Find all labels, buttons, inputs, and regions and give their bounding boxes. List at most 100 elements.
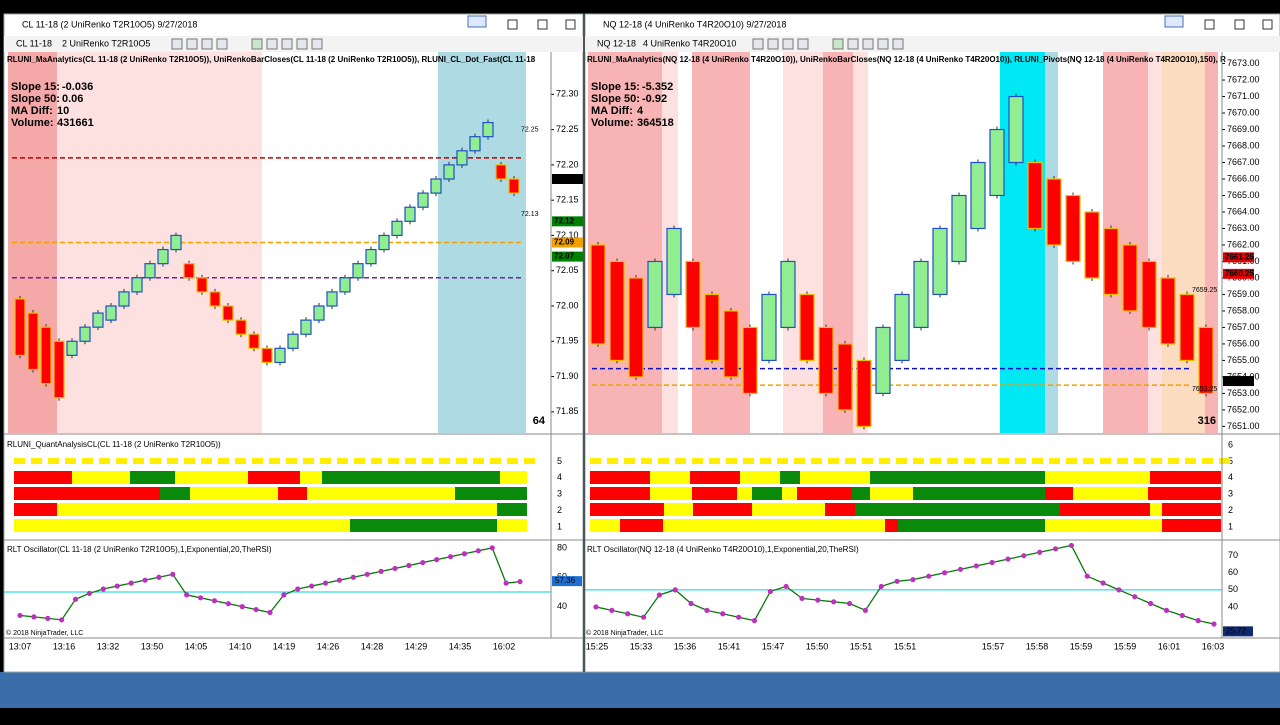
toolbar-icon[interactable] xyxy=(847,38,859,50)
y-tick-label: 72.20 xyxy=(556,159,579,169)
quant-dash xyxy=(167,458,178,464)
candle xyxy=(222,305,234,321)
minimize-button[interactable] xyxy=(507,19,518,30)
osc-point xyxy=(225,601,231,607)
candle xyxy=(287,333,299,349)
stat-label: Slope 15: xyxy=(591,81,640,93)
stat-value: 431661 xyxy=(57,117,94,129)
quant-dash xyxy=(354,458,365,464)
osc-point xyxy=(1084,573,1090,579)
quant-dash xyxy=(31,458,42,464)
toolbar-icon[interactable] xyxy=(832,38,844,50)
quant-dash xyxy=(116,458,127,464)
osc-tick-label: 60 xyxy=(1228,567,1238,577)
quant-dash xyxy=(133,458,144,464)
y-tick-label: 7659.00 xyxy=(1227,289,1260,299)
toolbar-icon[interactable] xyxy=(201,38,213,50)
quant-dash xyxy=(641,458,652,464)
candle xyxy=(183,263,195,279)
osc-point xyxy=(799,595,805,602)
y-tick-label: 72.10 xyxy=(556,230,579,240)
price-tag-label: 7660.25 xyxy=(1225,269,1254,278)
quant-segment xyxy=(1150,471,1221,484)
instrument-select[interactable]: NQ 12-18 xyxy=(597,38,636,48)
candle xyxy=(761,293,777,362)
quant-segment xyxy=(160,487,190,500)
time-label: 14:19 xyxy=(273,641,296,651)
candle xyxy=(951,194,967,263)
quant-dash xyxy=(337,458,348,464)
copyright: © 2018 NinjaTrader, LLC xyxy=(586,629,663,637)
y-tick-label: 7657.00 xyxy=(1227,322,1260,332)
candle xyxy=(799,293,815,362)
y-tick-label: 7666.00 xyxy=(1227,173,1260,183)
time-label: 16:03 xyxy=(1202,641,1225,651)
quant-dash xyxy=(303,458,314,464)
minimize-button[interactable] xyxy=(1204,19,1215,30)
maximize-button[interactable] xyxy=(1234,19,1245,30)
quant-dash xyxy=(1151,458,1162,464)
quant-dash xyxy=(184,458,195,464)
osc-point xyxy=(942,570,948,576)
toolbar-icon[interactable] xyxy=(296,38,308,50)
osc-point xyxy=(392,565,398,572)
toolbar-icon[interactable] xyxy=(892,38,904,50)
toolbar-icon[interactable] xyxy=(281,38,293,50)
osc-point xyxy=(17,612,23,619)
link-button[interactable] xyxy=(467,15,487,28)
osc-point xyxy=(128,580,134,586)
link-button[interactable] xyxy=(1164,15,1184,28)
stat-value: 364518 xyxy=(637,117,674,129)
quant-segment xyxy=(455,487,527,500)
quant-dash xyxy=(422,458,433,464)
osc-last-label: 25.72 xyxy=(1226,626,1247,635)
toolbar-icon[interactable] xyxy=(862,38,874,50)
candle xyxy=(79,326,91,342)
osc-point xyxy=(862,607,868,613)
quant-dash xyxy=(1219,458,1230,464)
price-marker: 72.25 xyxy=(521,126,539,133)
toolbar-icon[interactable] xyxy=(782,38,794,50)
osc-point xyxy=(72,596,79,602)
window-title: CL 11-18 (2 UniRenko T2R10O5) 9/27/2018 xyxy=(22,19,197,29)
toolbar-icon[interactable] xyxy=(752,38,764,50)
quant-segment xyxy=(1162,503,1221,516)
quant-segment xyxy=(737,487,752,500)
candle xyxy=(40,326,52,385)
candle xyxy=(1065,194,1081,263)
toolbar-icon[interactable] xyxy=(797,38,809,50)
quant-dash xyxy=(658,458,669,464)
quant-segment xyxy=(14,471,72,484)
quant-segment xyxy=(72,471,130,484)
bars-type-select[interactable]: 2 UniRenko T2R10O5 xyxy=(62,38,150,48)
toolbar-icon[interactable] xyxy=(216,38,228,50)
toolbar-icon[interactable] xyxy=(266,38,278,50)
quant-dash xyxy=(828,458,839,464)
quant-dash xyxy=(1168,458,1179,464)
toolbar-icon[interactable] xyxy=(877,38,889,50)
close-button[interactable] xyxy=(565,19,576,30)
candle xyxy=(482,121,494,138)
candle xyxy=(157,248,169,265)
toolbar-icon[interactable] xyxy=(767,38,779,50)
quant-segment xyxy=(782,487,797,500)
y-tick-label: 7658.00 xyxy=(1227,305,1260,315)
stat-label: Volume: xyxy=(11,117,54,129)
candle xyxy=(27,312,39,371)
candle xyxy=(856,359,872,428)
candle xyxy=(261,347,273,364)
toolbar-icon[interactable] xyxy=(171,38,183,50)
osc-point xyxy=(1021,553,1027,559)
toolbar-icon[interactable] xyxy=(311,38,323,50)
bars-type-select[interactable]: 4 UniRenko T4R20O10 xyxy=(643,38,736,48)
y-tick-label: 7668.00 xyxy=(1227,140,1260,150)
maximize-button[interactable] xyxy=(537,19,548,30)
toolbar-icon[interactable] xyxy=(251,38,263,50)
close-button[interactable] xyxy=(1262,19,1273,30)
instrument-select[interactable]: CL 11-18 xyxy=(16,38,52,48)
toolbar-icon[interactable] xyxy=(186,38,198,50)
quant-dash xyxy=(456,458,467,464)
quant-tick-label: 3 xyxy=(557,489,562,499)
candle xyxy=(704,293,720,362)
osc-point xyxy=(894,578,900,584)
